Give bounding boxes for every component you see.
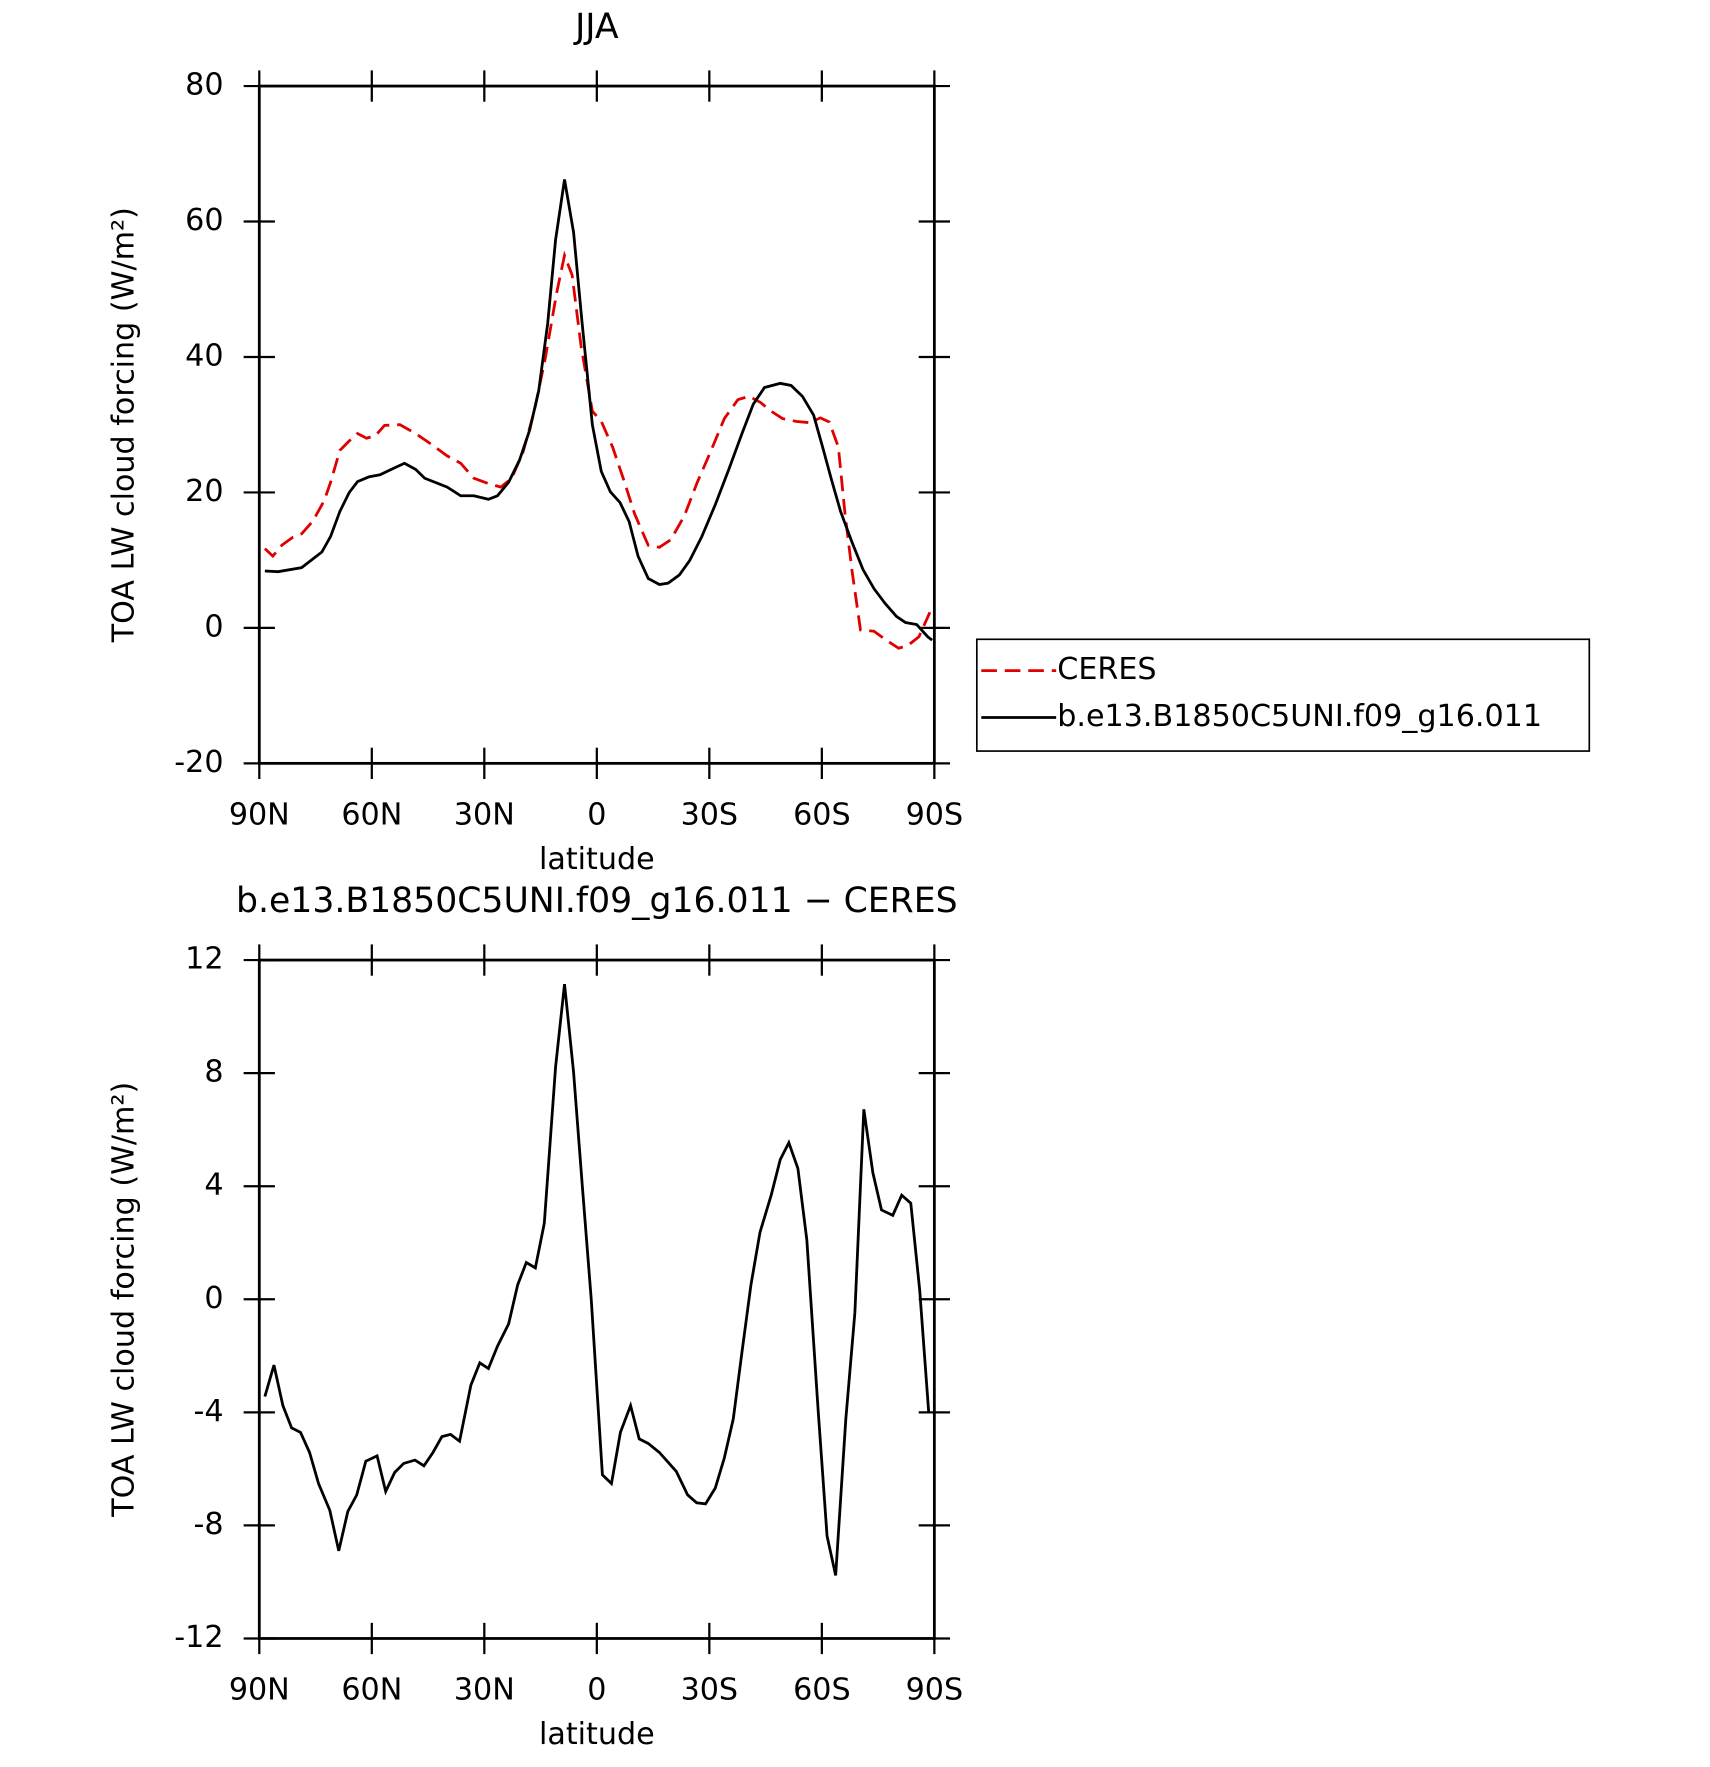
plot-frame [257,958,936,1640]
y-tick-label: -20 [174,745,223,780]
x-axis-label: latitude [539,842,655,877]
x-tick-label: 90S [906,1673,964,1708]
y-tick-label: 12 [185,942,223,977]
legend-label: CERES [1057,652,1156,687]
x-tick-label: 90N [229,1673,290,1708]
x-tick-label: 30S [681,1673,739,1708]
y-tick-label: 8 [204,1055,223,1090]
y-tick-label: 80 [185,68,223,103]
x-tick-label: 30N [454,1673,515,1708]
y-tick-label: 4 [204,1168,223,1203]
y-axis-label: TOA LW cloud forcing (W/m²) [107,1082,142,1518]
chart-title: JJA [573,7,619,47]
x-tick-label: 60S [793,797,851,832]
plot-frame [257,84,936,765]
x-tick-label: 30N [454,797,515,832]
x-tick-label: 90S [906,797,964,832]
x-tick-label: 60N [341,797,402,832]
y-axis-label: TOA LW cloud forcing (W/m²) [107,207,142,643]
y-tick-label: 60 [185,203,223,238]
y-tick-label: -12 [174,1620,223,1655]
x-tick-label: 60N [341,1673,402,1708]
legend-label: b.e13.B1850C5UNI.f09_g16.011 [1057,699,1542,734]
x-tick-label: 0 [587,797,606,832]
y-tick-label: 20 [185,474,223,509]
x-tick-label: 0 [587,1673,606,1708]
y-tick-label: 40 [185,338,223,373]
y-tick-label: -8 [193,1507,223,1542]
x-tick-label: 30S [681,797,739,832]
x-axis-label: latitude [539,1717,655,1752]
legend-box [975,638,1591,752]
data-line [264,179,933,642]
data-line [263,983,931,1576]
x-tick-label: 90N [229,797,290,832]
y-tick-label: 0 [204,609,223,644]
x-tick-label: 60S [793,1673,851,1708]
chart-title: b.e13.B1850C5UNI.f09_g16.011 − CERES [236,881,958,921]
y-tick-label: 0 [204,1281,223,1316]
y-tick-label: -4 [193,1394,223,1429]
